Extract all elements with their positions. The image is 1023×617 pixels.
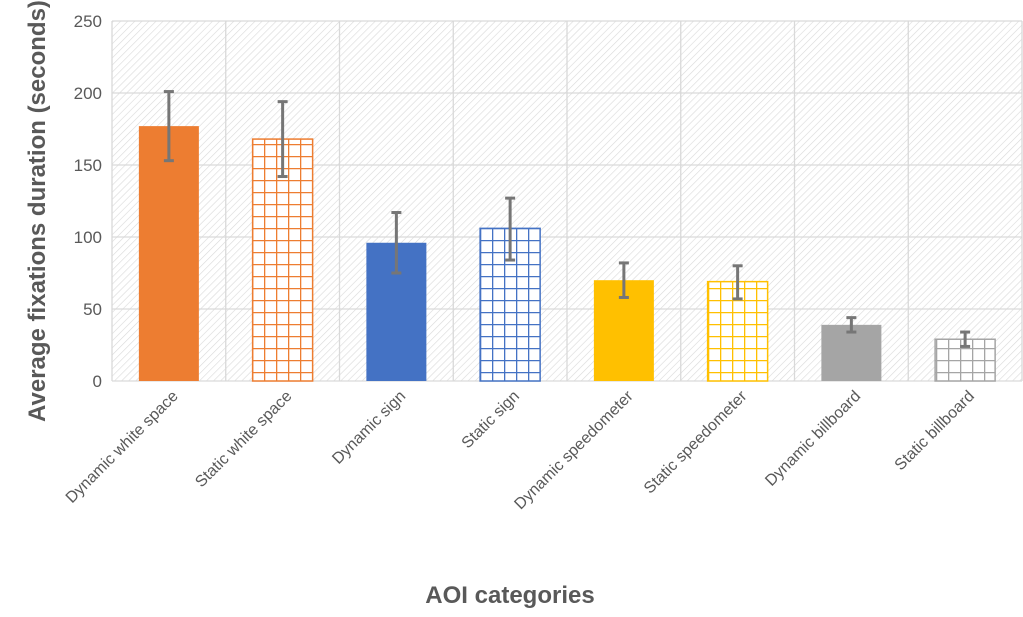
error-bar bbox=[391, 211, 402, 275]
error-bar bbox=[846, 316, 857, 334]
error-bars bbox=[163, 90, 971, 348]
x-category-label: Static billboard bbox=[892, 388, 978, 474]
y-tick-label: 100 bbox=[74, 228, 102, 247]
error-bar bbox=[505, 196, 516, 262]
x-category-label: Dynamic billboard bbox=[762, 388, 864, 490]
y-tick-label: 250 bbox=[74, 12, 102, 31]
y-tick-labels: 0 50 100 150 200 250 bbox=[74, 12, 102, 391]
y-tick-label: 200 bbox=[74, 84, 102, 103]
error-bar bbox=[163, 90, 174, 163]
x-category-label: Static speedometer bbox=[641, 387, 751, 497]
y-tick-label: 0 bbox=[93, 372, 102, 391]
y-tick-label: 50 bbox=[83, 300, 102, 319]
x-category-label: Dynamic sign bbox=[329, 388, 409, 468]
error-bar bbox=[277, 100, 288, 179]
error-bar bbox=[960, 330, 971, 348]
x-category-labels: Dynamic white space Static white space Dyn… bbox=[63, 387, 978, 513]
x-category-label: Dynamic speedometer bbox=[511, 387, 637, 513]
bars bbox=[138, 126, 996, 382]
x-axis-title: AOI categories bbox=[425, 582, 594, 609]
x-category-label: Static sign bbox=[459, 388, 523, 452]
y-tick-label: 150 bbox=[74, 156, 102, 175]
bar bbox=[251, 138, 314, 382]
error-bar bbox=[732, 264, 743, 301]
bar bbox=[821, 324, 882, 381]
error-bar bbox=[618, 261, 629, 299]
bar bbox=[138, 126, 199, 382]
x-category-label: Static white space bbox=[192, 388, 295, 491]
y-axis-title: Average fixations duration (seconds) bbox=[24, 0, 51, 422]
x-category-label: Dynamic white space bbox=[63, 388, 182, 507]
